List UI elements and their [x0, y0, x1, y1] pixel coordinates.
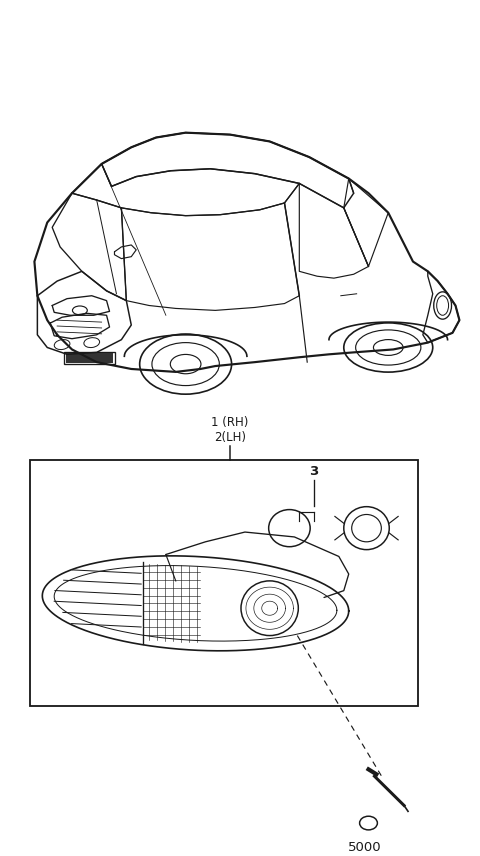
Bar [30, 460, 418, 706]
Text: 5000: 5000 [348, 841, 381, 853]
Bar [64, 353, 116, 364]
Text: 3: 3 [310, 466, 319, 479]
Text: 1 (RH): 1 (RH) [211, 415, 249, 429]
Text: 2(LH): 2(LH) [214, 431, 246, 444]
Bar [66, 354, 113, 363]
